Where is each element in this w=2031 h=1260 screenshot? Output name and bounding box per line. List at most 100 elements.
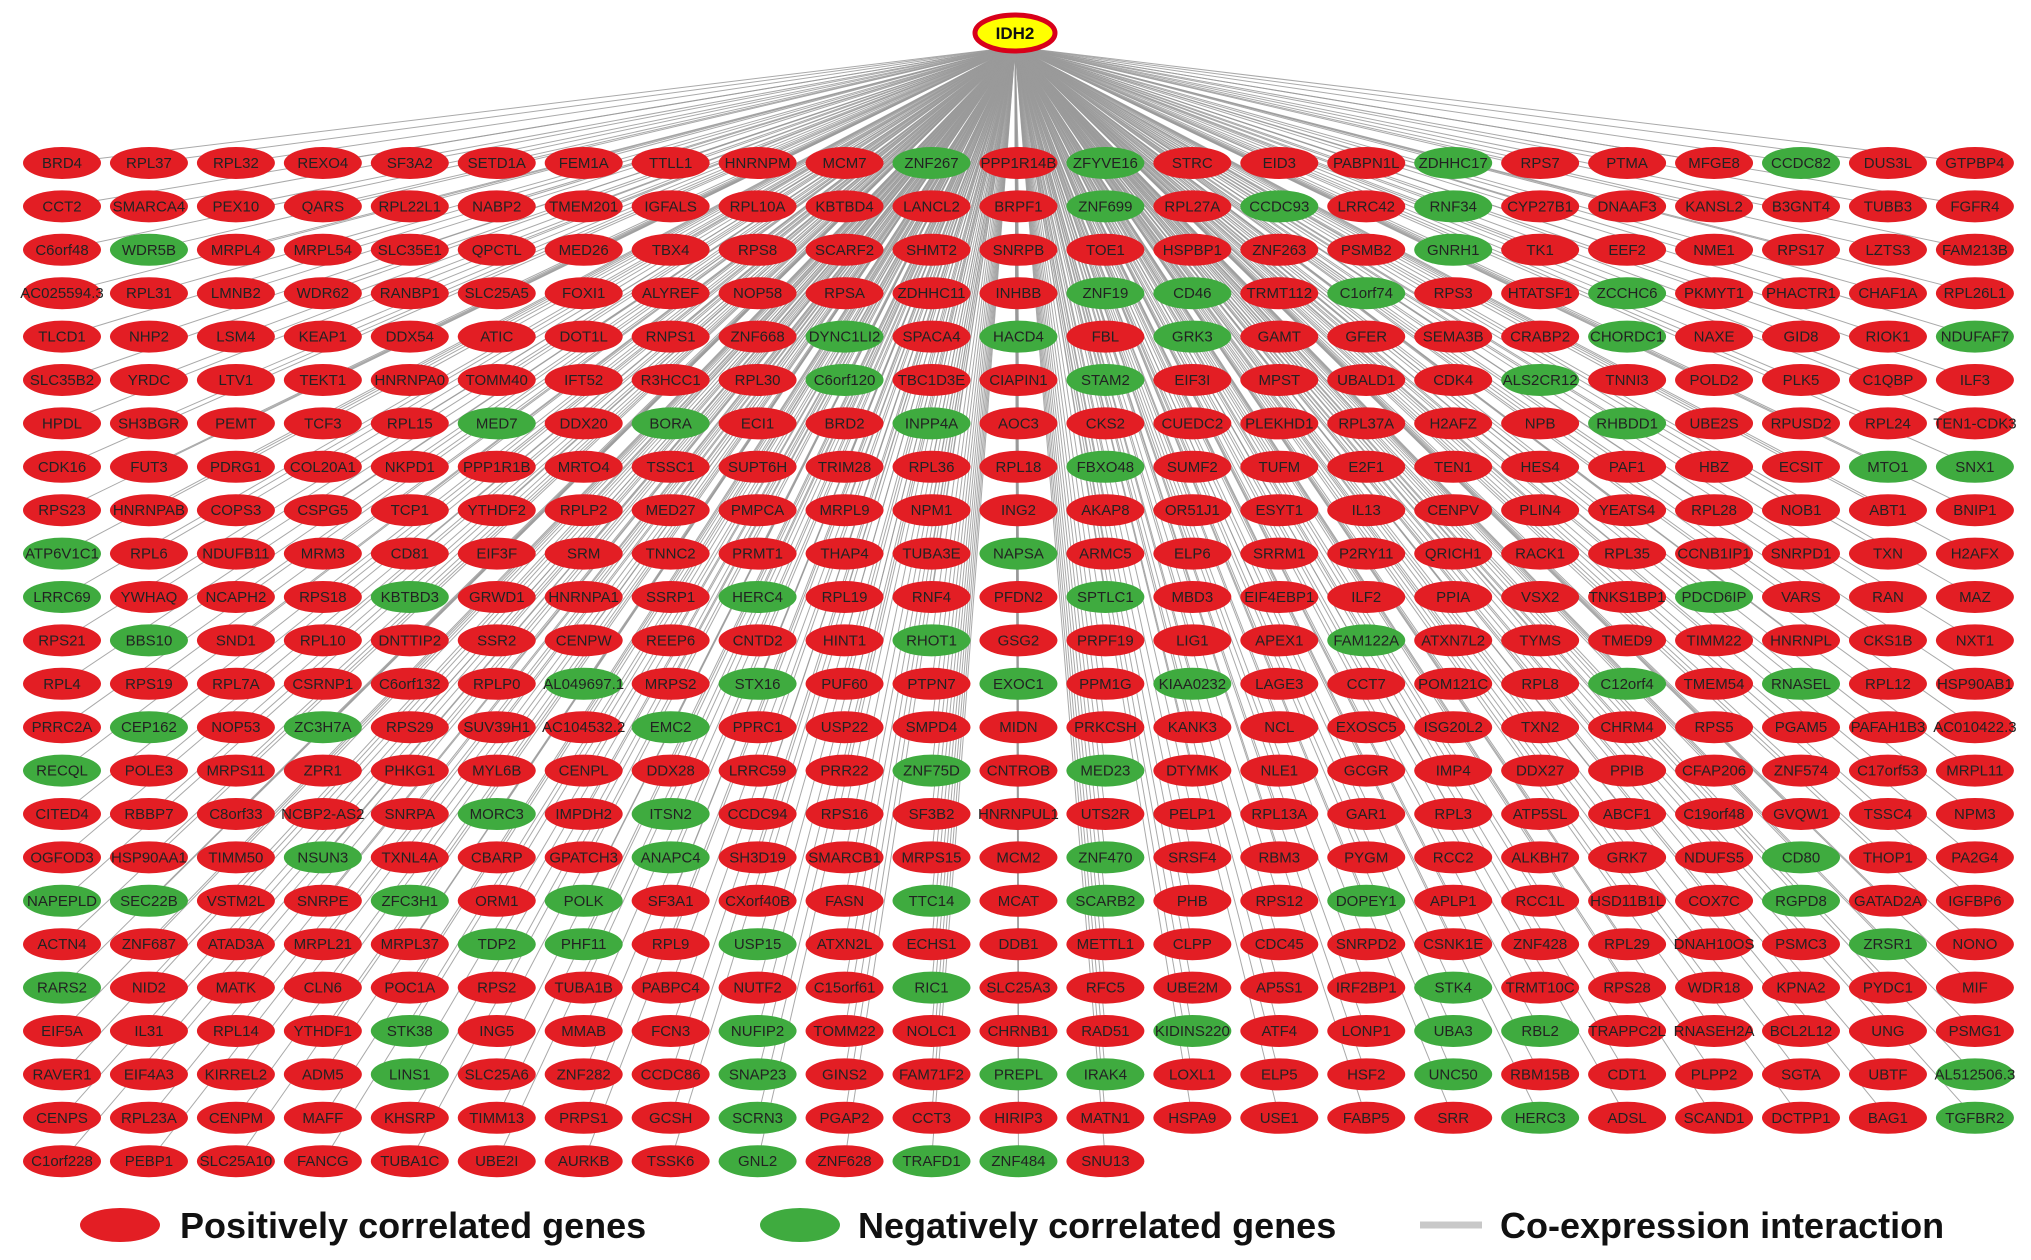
gene-node[interactable]: PYGM — [1327, 841, 1406, 874]
gene-node[interactable]: SRSF4 — [1153, 841, 1232, 874]
gene-node[interactable]: AL049697.1 — [543, 667, 624, 700]
gene-node[interactable]: RPL14 — [196, 1015, 275, 1047]
gene-node[interactable]: RPL23A — [109, 1101, 188, 1134]
gene-node[interactable]: RPS23 — [23, 494, 101, 527]
gene-node[interactable]: KIDINS220 — [1153, 1015, 1232, 1047]
gene-node[interactable]: ZNF668 — [718, 320, 797, 353]
gene-node[interactable]: FGFR4 — [1935, 190, 2014, 223]
gene-node[interactable]: RBBP7 — [109, 798, 188, 830]
gene-node[interactable]: TSSC1 — [631, 450, 710, 483]
gene-node[interactable]: ZNF263 — [1240, 233, 1319, 266]
gene-node[interactable]: HSPBP1 — [1153, 233, 1232, 266]
gene-node[interactable]: ZNF428 — [1501, 928, 1580, 961]
gene-node[interactable]: CD80 — [1762, 841, 1840, 874]
gene-node[interactable]: PABPC4 — [631, 971, 710, 1004]
gene-node[interactable]: TCP1 — [370, 494, 449, 527]
gene-node[interactable]: QRICH1 — [1414, 537, 1493, 570]
gene-node[interactable]: DCTPP1 — [1762, 1101, 1840, 1134]
gene-node[interactable]: RPL10 — [283, 624, 362, 657]
gene-node[interactable]: RPL24 — [1848, 407, 1927, 440]
gene-node[interactable]: BRPF1 — [979, 190, 1058, 223]
gene-node[interactable]: ISG20L2 — [1414, 711, 1493, 744]
gene-node[interactable]: BORA — [631, 407, 710, 440]
gene-node[interactable]: PSMC3 — [1762, 928, 1840, 961]
gene-node[interactable]: RARS2 — [23, 971, 101, 1004]
gene-node[interactable]: TXN — [1848, 537, 1927, 570]
gene-node[interactable]: RPL18 — [979, 450, 1058, 483]
gene-node[interactable]: REEP6 — [631, 624, 710, 657]
gene-node[interactable]: H2AFX — [1935, 537, 2014, 570]
gene-node[interactable]: PGAP2 — [805, 1101, 884, 1134]
gene-node[interactable]: RPL27A — [1153, 190, 1232, 223]
gene-node[interactable]: CITED4 — [23, 798, 101, 830]
gene-node[interactable]: HNRNPL — [1762, 624, 1840, 657]
gene-node[interactable]: NOLC1 — [892, 1015, 971, 1047]
gene-node[interactable]: APLP1 — [1414, 884, 1493, 917]
gene-node[interactable]: HACD4 — [979, 320, 1058, 353]
gene-node[interactable]: PLPP2 — [1675, 1058, 1754, 1091]
gene-node[interactable]: CCDC93 — [1240, 190, 1319, 223]
gene-node[interactable]: CCT3 — [892, 1101, 971, 1134]
gene-node[interactable]: CCT2 — [23, 190, 101, 223]
gene-node[interactable]: TK1 — [1501, 233, 1580, 266]
gene-node[interactable]: LMNB2 — [196, 277, 275, 310]
gene-node[interactable]: MRPL9 — [805, 494, 884, 527]
gene-node[interactable]: MRM3 — [283, 537, 362, 570]
gene-node[interactable]: RHOT1 — [892, 624, 971, 657]
gene-node[interactable]: MRPL11 — [1935, 754, 2014, 787]
gene-node[interactable]: ZNF574 — [1762, 754, 1840, 787]
gene-node[interactable]: NABP2 — [457, 190, 536, 223]
gene-node[interactable]: MMAB — [544, 1015, 623, 1047]
gene-node[interactable]: ZNF470 — [1066, 841, 1145, 874]
gene-node[interactable]: RAVER1 — [23, 1058, 101, 1091]
gene-node[interactable]: RNASEH2A — [1674, 1015, 1755, 1047]
gene-node[interactable]: ADSL — [1588, 1101, 1667, 1134]
gene-node[interactable]: FAM71F2 — [892, 1058, 971, 1091]
gene-node[interactable]: ALKBH7 — [1501, 841, 1580, 874]
gene-node[interactable]: TMED9 — [1588, 624, 1667, 657]
gene-node[interactable]: RPL7A — [196, 667, 275, 700]
gene-node[interactable]: MTO1 — [1848, 450, 1927, 483]
gene-node[interactable]: NPM1 — [892, 494, 971, 527]
gene-node[interactable]: NME1 — [1675, 233, 1754, 266]
gene-node[interactable]: MED27 — [631, 494, 710, 527]
gene-node[interactable]: HERC3 — [1501, 1101, 1580, 1134]
gene-node[interactable]: DDX27 — [1501, 754, 1580, 787]
gene-node[interactable]: DDX20 — [544, 407, 623, 440]
gene-node[interactable]: SF3B2 — [892, 798, 971, 830]
gene-node[interactable]: NONO — [1935, 928, 2014, 961]
gene-node[interactable]: ING2 — [979, 494, 1058, 527]
gene-node[interactable]: LOXL1 — [1153, 1058, 1232, 1091]
gene-node[interactable]: GRK7 — [1588, 841, 1667, 874]
gene-node[interactable]: GNRH1 — [1414, 233, 1493, 266]
gene-node[interactable]: HSD11B1L — [1588, 884, 1667, 917]
gene-node[interactable]: GAMT — [1240, 320, 1319, 353]
gene-node[interactable]: ESYT1 — [1240, 494, 1319, 527]
gene-node[interactable]: FCN3 — [631, 1015, 710, 1047]
gene-node[interactable]: UNG — [1848, 1015, 1927, 1047]
gene-node[interactable]: QPCTL — [457, 233, 536, 266]
gene-node[interactable]: RPL10A — [718, 190, 797, 223]
gene-node[interactable]: HNRNPUL1 — [978, 798, 1059, 830]
gene-node[interactable]: ELP6 — [1153, 537, 1232, 570]
gene-node[interactable]: CKS2 — [1066, 407, 1145, 440]
gene-node[interactable]: ABCF1 — [1588, 798, 1667, 830]
gene-node[interactable]: YRDC — [109, 364, 188, 396]
gene-node[interactable]: RAN — [1848, 581, 1927, 613]
gene-node[interactable]: NDUFS5 — [1675, 841, 1754, 874]
gene-node[interactable]: COX7C — [1675, 884, 1754, 917]
gene-node[interactable]: PRR22 — [805, 754, 884, 787]
gene-node[interactable]: HSP90AA1 — [109, 841, 188, 874]
gene-node[interactable]: VSTM2L — [196, 884, 275, 917]
gene-node[interactable]: IRAK4 — [1066, 1058, 1145, 1091]
gene-node[interactable]: PAFAH1B3 — [1848, 711, 1927, 744]
gene-node[interactable]: PLK5 — [1762, 364, 1840, 396]
gene-node[interactable]: ATXN7L2 — [1414, 624, 1493, 657]
gene-node[interactable]: RANBP1 — [370, 277, 449, 310]
gene-node[interactable]: NXT1 — [1935, 624, 2014, 657]
gene-node[interactable]: RPS17 — [1762, 233, 1840, 266]
gene-node[interactable]: UTS2R — [1066, 798, 1145, 830]
gene-node[interactable]: RPL8 — [1501, 667, 1580, 700]
gene-node[interactable]: FABP5 — [1327, 1101, 1406, 1134]
gene-node[interactable]: TOMM40 — [457, 364, 536, 396]
